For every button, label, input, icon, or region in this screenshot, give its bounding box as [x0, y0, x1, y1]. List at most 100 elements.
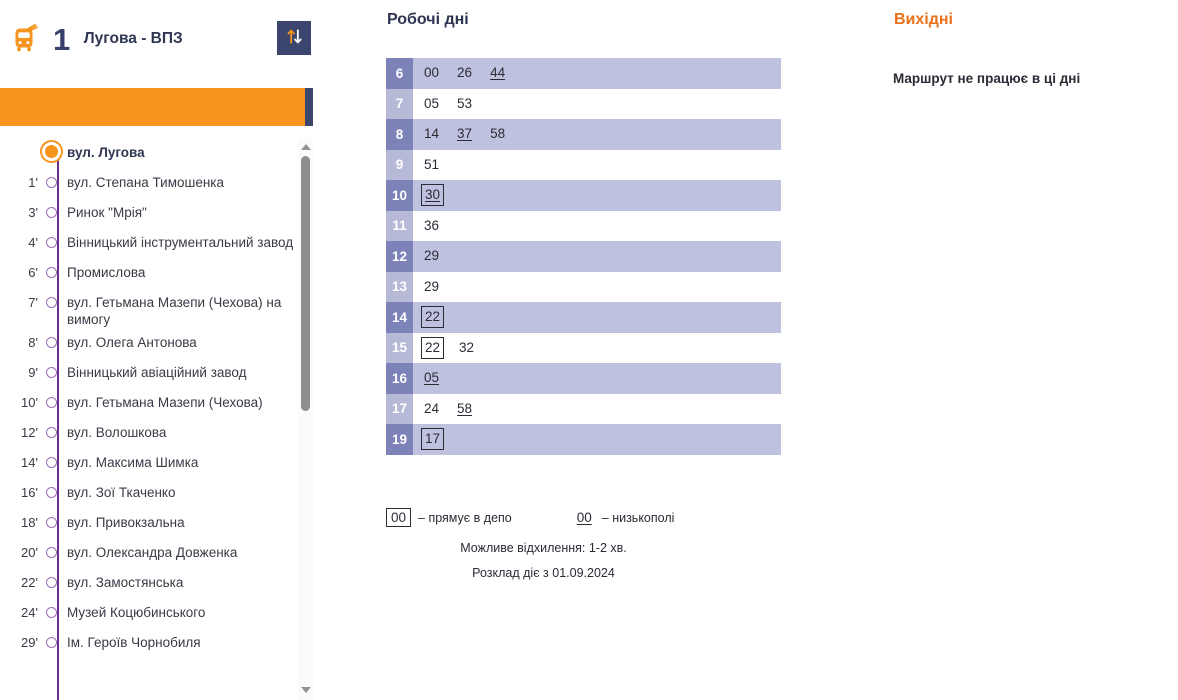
stop-list-item[interactable]: 22' вул. Замостянська: [0, 568, 313, 598]
stop-name: вул. Степана Тимошенка: [67, 175, 225, 190]
stop-list-item[interactable]: 20' вул. Олександра Довженка: [0, 538, 313, 568]
stop-name: вул. Замостянська: [67, 575, 184, 590]
schedule-row: 8 14 37 58: [386, 119, 781, 150]
stop-list-item[interactable]: 24' Музей Коцюбинського: [0, 598, 313, 628]
weekday-column: Робочі дні: [386, 0, 786, 29]
stop-name: Музей Коцюбинського: [67, 605, 206, 620]
departure-minute: 22: [421, 306, 445, 329]
stop-name: вул. Привокзальна: [67, 515, 185, 530]
stop-dot-icon: [46, 517, 57, 528]
stop-list-item[interactable]: 16' вул. Зої Ткаченко: [0, 478, 313, 508]
stop-travel-time: 3': [28, 205, 38, 220]
schedule-hour-badge: 10: [386, 180, 413, 211]
schedule-hour-badge: 19: [386, 424, 413, 455]
stop-travel-time: 8': [28, 335, 38, 350]
stop-name: Ринок "Мрія": [67, 205, 147, 220]
scrollbar-thumb[interactable]: [301, 156, 310, 411]
route-number: 1: [53, 21, 70, 57]
schedule-minutes-cell: 30: [413, 180, 781, 211]
stop-dot-icon: [46, 577, 57, 588]
stop-list-item[interactable]: 4' Вінницький інструментальний завод: [0, 228, 313, 258]
stop-travel-time: 1': [28, 175, 38, 190]
stop-list-item[interactable]: 18' вул. Привокзальна: [0, 508, 313, 538]
schedule-minutes-cell: 22 32: [413, 333, 781, 364]
departure-minute: 51: [424, 156, 440, 172]
stop-list-item[interactable]: 6' Промислова: [0, 258, 313, 288]
departure-minute: 29: [424, 278, 440, 294]
weekday-title: Робочі дні: [387, 11, 469, 28]
legend-depot-sample: 00: [386, 508, 412, 527]
legend-valid-from-note: Розклад діє з 01.09.2024: [472, 566, 615, 580]
legend-depot-text: – прямує в депо: [418, 510, 512, 525]
departure-minute: 44: [490, 65, 506, 81]
legend-lowfloor-sample: 00: [576, 510, 592, 525]
scroll-down-arrow-icon[interactable]: [298, 683, 313, 697]
stop-list-item[interactable]: 29' Ім. Героїв Чорнобиля: [0, 628, 313, 658]
stop-list-item[interactable]: 9' Вінницький авіаційний завод: [0, 358, 313, 388]
scroll-up-arrow-icon[interactable]: [298, 140, 313, 154]
departure-minute: 58: [490, 126, 506, 142]
schedule-minutes-cell: 17: [413, 424, 781, 455]
departure-minute: 30: [421, 184, 445, 207]
stop-name: вул. Лугова: [67, 145, 145, 160]
stops-scrollbar[interactable]: [298, 138, 313, 700]
schedule-row: 7 05 53: [386, 88, 781, 119]
stop-name: вул. Гетьмана Мазепи (Чехова) на вимогу: [67, 295, 282, 327]
stop-list-item[interactable]: 10' вул. Гетьмана Мазепи (Чехова): [0, 388, 313, 418]
stop-dot-icon: [46, 547, 57, 558]
schedule-hour-badge: 17: [386, 393, 413, 424]
swap-direction-button[interactable]: [277, 21, 311, 55]
current-stop-dot-icon: [42, 142, 61, 161]
legend-symbols-row: 00 – прямує в депо 00 – низькополі: [386, 508, 786, 527]
direction-bar-end-cap: [305, 88, 313, 126]
stop-list-item[interactable]: 12' вул. Волошкова: [0, 418, 313, 448]
legend-lowfloor-text: – низькополі: [601, 510, 675, 525]
departure-minute: 24: [424, 400, 440, 416]
departure-minute: 36: [424, 217, 440, 233]
schedule-minutes-cell: 29: [413, 272, 781, 303]
schedule-row: 12 29: [386, 241, 781, 272]
stop-dot-icon: [46, 237, 57, 248]
departure-minute: 05: [424, 95, 440, 111]
stop-list-item[interactable]: 8' вул. Олега Антонова: [0, 328, 313, 358]
stop-list-item[interactable]: 7' вул. Гетьмана Мазепи (Чехова) на вимог…: [0, 288, 313, 328]
schedule-minutes-cell: 22: [413, 302, 781, 333]
stop-list-item[interactable]: вул. Лугова: [0, 138, 313, 168]
schedule-minutes-cell: 29: [413, 241, 781, 272]
departure-minute: 29: [424, 248, 440, 264]
stop-travel-time: 22': [21, 575, 38, 590]
schedule-hour-badge: 13: [386, 271, 413, 302]
route-name: Лугова - ВПЗ: [83, 30, 183, 47]
stop-name: вул. Гетьмана Мазепи (Чехова): [67, 395, 263, 410]
weekend-message: Маршрут не працює в ці дні: [893, 71, 1081, 86]
stop-dot-icon: [46, 337, 57, 348]
stop-list-item[interactable]: 1' вул. Степана Тимошенка: [0, 168, 313, 198]
legend-deviation-note: Можливе відхилення: 1-2 хв.: [460, 541, 627, 555]
stops-list[interactable]: вул. Лугова 1' вул. Степана Тимошенка 3' Рин…: [0, 138, 313, 700]
direction-progress-bar[interactable]: [0, 88, 313, 126]
stop-travel-time: 14': [21, 455, 38, 470]
schedule-row: 14 22: [386, 302, 781, 333]
stop-travel-time: 20': [21, 545, 38, 560]
departure-minute: 37: [457, 126, 473, 142]
route-line: [57, 148, 59, 700]
departure-minute: 00: [424, 65, 440, 81]
stop-name: вул. Олега Антонова: [67, 335, 197, 350]
stop-name: вул. Зої Ткаченко: [67, 485, 176, 500]
stop-list-item[interactable]: 14' вул. Максима Шимка: [0, 448, 313, 478]
stop-name: вул. Максима Шимка: [67, 455, 199, 470]
schedule-minutes-cell: 51: [413, 150, 781, 181]
stop-list-item[interactable]: 3' Ринок "Мрія": [0, 198, 313, 228]
schedule-row: 10 30: [386, 180, 781, 211]
schedule-hour-badge: 14: [386, 302, 413, 333]
schedule-row: 17 24 58: [386, 393, 781, 424]
weekend-title: Вихідні: [894, 11, 953, 28]
weekend-column: Вихідні Маршрут не працює в ці дні: [893, 0, 1178, 86]
stop-name: Промислова: [67, 265, 146, 280]
stop-name: вул. Олександра Довженка: [67, 545, 238, 560]
stop-dot-icon: [46, 487, 57, 498]
weekday-schedule-table: 6 00 26 44 7 05 53 8 14 37 58 9 51 10 30 11 36 12 29 13 29 14…: [386, 58, 781, 455]
schedule-hour-badge: 11: [386, 210, 413, 241]
departure-minute: 26: [457, 65, 473, 81]
